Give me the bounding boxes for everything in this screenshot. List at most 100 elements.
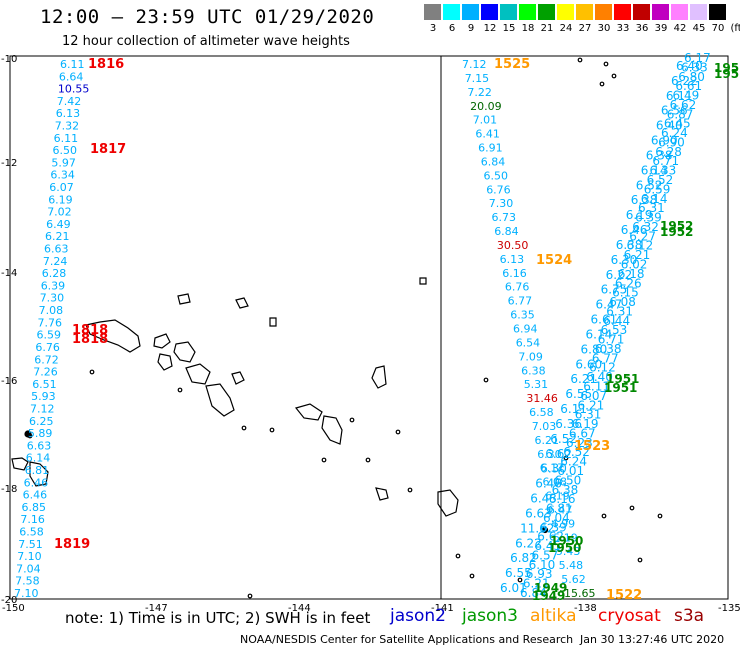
island-dot [517,577,523,583]
wave-height-value: 6.84 [481,155,506,168]
wave-height-value: 6.41 [475,128,500,141]
wave-height-value: 7.12 [30,403,55,416]
island-outline [371,365,387,389]
wave-height-value: 6.40 [586,370,613,384]
wave-height-value: 6.30 [537,448,562,461]
wave-height-value: 6.11 [60,58,85,71]
wave-height-value: 6.62 [670,98,697,112]
scale-label: 15 [502,23,516,34]
lat-label: -20 [1,595,17,606]
wave-height-value: 6.15 [612,286,639,300]
credit-line: NOAA/NESDIS Center for Satellite Applica… [240,633,574,646]
time-label: 1818 [72,332,108,347]
island-dot [247,593,253,599]
wave-height-value: 6.57 [532,549,559,563]
wave-height-value: 6.87 [667,107,694,121]
wave-height-value: 6.90 [651,134,678,148]
wave-height-value: 6.02 [621,258,648,272]
wave-height-value: 7.42 [57,95,82,108]
wave-height-value: 7.04 [16,562,40,575]
island-dot [469,573,475,579]
island-outline [29,461,49,487]
wave-height-value: 6.75 [601,283,628,297]
wave-height-value: 6.55 [505,566,532,580]
satellite-legend-item: altika [530,606,577,626]
wave-height-value: 6.27 [629,229,656,243]
wave-height-value: 6.12 [627,239,654,253]
wave-height-value: 6.01 [557,464,584,478]
island-outline [294,403,323,421]
wave-height-value: 6.19 [572,417,599,431]
island-dot [365,457,371,463]
scale-label: 21 [540,23,554,34]
wave-height-value: 7.08 [39,304,64,317]
wave-height-value: 7.51 [18,538,43,551]
lat-label: -16 [1,376,17,387]
wave-height-value: 6.21 [535,434,560,447]
wave-height-value: 6.64 [59,70,84,83]
scale-swatch [690,4,707,20]
wave-height-value: 6.12 [589,361,616,375]
wave-height-value: 6.49 [673,89,700,103]
scale-label: 9 [467,23,475,34]
wave-height-value: 6.80 [678,70,705,84]
island-outline [375,487,389,501]
island-dot [407,487,413,493]
wave-height-value: 6.91 [478,142,503,155]
scale-swatch [424,4,441,20]
scale-label: 24 [559,23,573,34]
wave-height-value: 6.61 [591,313,618,327]
wave-height-value: 6.59 [37,329,62,342]
scale-label: 18 [521,23,535,34]
lon-label: -141 [431,603,454,614]
lat-label: -10 [1,54,17,65]
lon-label: -147 [145,603,168,614]
wave-height-value: 6.46 [621,223,648,237]
wave-height-value: 6.21 [578,398,605,412]
scale-swatch [443,4,460,20]
wave-height-value: 6.50 [484,169,509,182]
wave-height-value: 6.14 [641,192,668,206]
wave-height-value: 6.62 [545,447,572,461]
scale-swatch [481,4,498,20]
wave-height-value: 6.61 [675,79,702,93]
altimeter-tracks: 6.116.6410.557.426.137.326.116.505.976.3… [14,51,711,600]
wave-height-value: 5.31 [524,378,549,391]
lat-label: -14 [1,268,17,279]
wave-height-value: 6.39 [41,279,65,292]
wave-height-value: 6.67 [569,426,596,440]
wave-height-value: 6.45 [664,117,691,131]
island-dot [349,417,355,423]
wave-height-value: 5.43 [556,545,581,558]
wave-height-value: 6.19 [626,208,653,222]
wave-height-value: 6.58 [529,406,554,419]
island-dot [177,387,183,393]
wave-height-value: 6.55 [565,387,592,401]
wave-height-value: 6.24 [661,126,688,140]
wave-height-value: 6.94 [513,323,538,336]
island-outline [321,415,343,445]
time-label: 1819 [54,537,90,552]
wave-height-value: 6.13 [500,253,524,266]
wave-height-value: 7.12 [462,58,487,71]
island-dot [541,526,549,534]
wave-height-value: 6.13 [56,107,80,120]
wave-height-value: 6.18 [618,267,645,281]
scale-label: 39 [654,23,668,34]
time-label: 1816 [88,57,124,72]
wave-height-value: 6.52 [563,445,590,459]
time-label: 1952 [660,225,693,239]
island-outline [85,319,141,353]
wave-height-value: 6.36 [555,417,582,431]
scale-label: 36 [635,23,649,34]
time-labels: 1816181718181818181915251524152315221951… [54,57,739,603]
island-outline [153,333,171,349]
scale-swatch [614,4,631,20]
wave-height-value: 7.10 [17,550,42,563]
wave-height-value: 6.34 [50,169,75,182]
wave-height-value: 6.52 [636,178,663,192]
wave-height-value: 6.33 [650,164,677,178]
wave-height-value: 6.14 [26,452,51,465]
wave-height-value: 6.81 [546,502,573,516]
lat-label: -18 [1,484,17,495]
